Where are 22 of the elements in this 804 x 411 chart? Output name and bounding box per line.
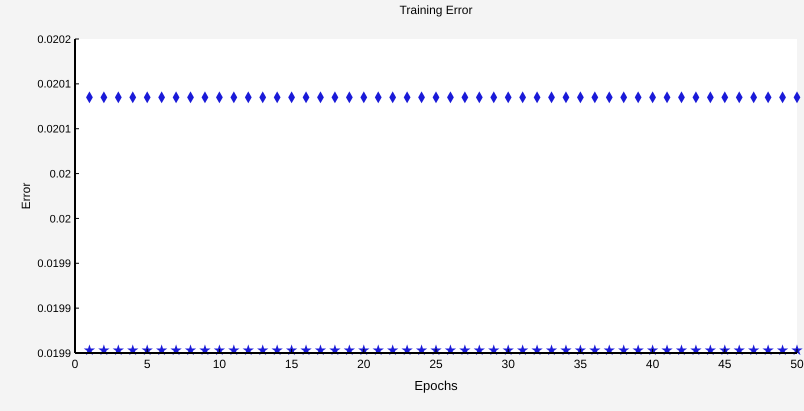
y-axis-title: Error <box>19 182 33 210</box>
x-axis-title: Epochs <box>414 378 458 393</box>
y-tick-label: 0.02 <box>50 168 71 180</box>
x-tick-label: 20 <box>357 357 371 371</box>
y-tick-label: 0.0199 <box>37 302 71 315</box>
x-tick-label: 40 <box>646 357 660 371</box>
x-tick-label: 15 <box>284 357 299 371</box>
x-tick-label: 35 <box>574 357 588 371</box>
x-tick-label: 5 <box>144 357 151 371</box>
y-tick-label: 0.0199 <box>37 348 71 360</box>
x-tick-label: 10 <box>212 357 226 371</box>
x-tick-label: 0 <box>72 357 79 371</box>
x-tick-label: 30 <box>502 357 516 371</box>
y-tick-label: 0.0201 <box>37 124 71 136</box>
y-tick-label: 0.0201 <box>37 78 71 91</box>
y-tick-label: 0.0199 <box>37 258 71 270</box>
y-tick-label: 0.02 <box>50 213 71 226</box>
y-tick-label: 0.0202 <box>37 34 71 46</box>
x-tick-label: 50 <box>790 357 804 371</box>
x-tick-label: 45 <box>718 357 732 371</box>
chart-title: Training Error <box>400 3 472 17</box>
x-tick-label: 25 <box>429 357 443 371</box>
